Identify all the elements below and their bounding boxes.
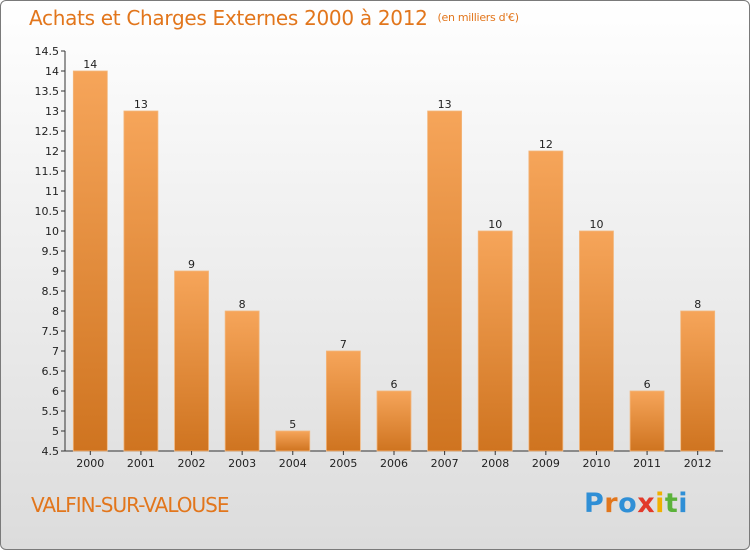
bar xyxy=(275,430,311,452)
y-tick-label: 12.5 xyxy=(35,125,60,138)
y-tick-label: 13.5 xyxy=(35,85,60,98)
y-tick-label: 12 xyxy=(45,145,59,158)
bar-value-label: 13 xyxy=(438,98,452,111)
y-tick-label: 8.5 xyxy=(42,285,60,298)
bar-value-label: 13 xyxy=(134,98,148,111)
bar-value-label: 6 xyxy=(391,378,398,391)
y-tick-label: 7.5 xyxy=(42,325,60,338)
x-tick-label: 2009 xyxy=(532,457,560,470)
bar xyxy=(224,310,260,452)
bar-value-label: 14 xyxy=(83,58,97,71)
y-tick-label: 5 xyxy=(52,425,59,438)
logo-letter: r xyxy=(604,488,619,519)
bar xyxy=(376,390,412,452)
logo-letter: o xyxy=(618,488,638,519)
bar xyxy=(72,70,108,452)
bar-value-label: 10 xyxy=(488,218,502,231)
bar xyxy=(477,230,513,452)
x-tick-label: 2000 xyxy=(76,457,104,470)
bar xyxy=(174,270,209,452)
y-tick-label: 4.5 xyxy=(42,445,60,458)
x-tick-label: 2012 xyxy=(684,457,712,470)
x-tick-label: 2011 xyxy=(633,457,661,470)
bar-value-label: 7 xyxy=(340,338,347,351)
bar-value-label: 8 xyxy=(239,298,246,311)
y-tick-label: 11.5 xyxy=(35,165,60,178)
x-tick-label: 2001 xyxy=(127,457,155,470)
logo-letter: P xyxy=(584,488,605,519)
bar xyxy=(629,390,665,452)
bar-value-label: 8 xyxy=(694,298,701,311)
y-tick-label: 9 xyxy=(52,265,59,278)
logo-letter: t xyxy=(664,488,679,519)
y-tick-label: 5.5 xyxy=(42,405,60,418)
bar xyxy=(579,230,614,452)
chart-title: Achats et Charges Externes 2000 à 2012 (e… xyxy=(29,6,519,30)
bar xyxy=(680,310,716,452)
x-tick-label: 2005 xyxy=(329,457,357,470)
x-tick-label: 2007 xyxy=(431,457,459,470)
y-tick-label: 13 xyxy=(45,105,59,118)
chart-unit: (en milliers d'€) xyxy=(437,11,519,24)
y-tick-label: 10 xyxy=(45,225,59,238)
bar xyxy=(325,350,361,452)
y-tick-label: 10.5 xyxy=(35,205,60,218)
x-tick-label: 2004 xyxy=(279,457,307,470)
y-tick-label: 14.5 xyxy=(35,45,60,58)
y-tick-label: 11 xyxy=(45,185,59,198)
bar-value-label: 9 xyxy=(188,258,195,271)
bar xyxy=(123,110,159,452)
logo-letter: i xyxy=(655,488,665,519)
x-tick-label: 2008 xyxy=(481,457,509,470)
bar xyxy=(528,150,564,452)
y-tick-label: 8 xyxy=(52,305,59,318)
x-tick-label: 2010 xyxy=(582,457,610,470)
bar-value-label: 12 xyxy=(539,138,553,151)
bar-value-label: 5 xyxy=(289,418,296,431)
x-tick-label: 2002 xyxy=(178,457,206,470)
bar-value-label: 6 xyxy=(644,378,651,391)
y-tick-label: 7 xyxy=(52,345,59,358)
bar xyxy=(427,110,463,452)
logo-letter: x xyxy=(637,488,656,519)
proxiti-logo: Proxiti xyxy=(584,488,688,519)
y-tick-label: 9.5 xyxy=(42,245,60,258)
y-tick-label: 6 xyxy=(52,385,59,398)
x-tick-label: 2003 xyxy=(228,457,256,470)
bar-value-label: 10 xyxy=(589,218,603,231)
logo-letter: i xyxy=(678,488,689,519)
chart-title-text: Achats et Charges Externes 2000 à 2012 xyxy=(29,6,428,30)
y-tick-label: 14 xyxy=(45,65,59,78)
y-tick-label: 6.5 xyxy=(42,365,60,378)
x-tick-label: 2006 xyxy=(380,457,408,470)
town-name: VALFIN-SUR-VALOUSE xyxy=(31,493,229,517)
